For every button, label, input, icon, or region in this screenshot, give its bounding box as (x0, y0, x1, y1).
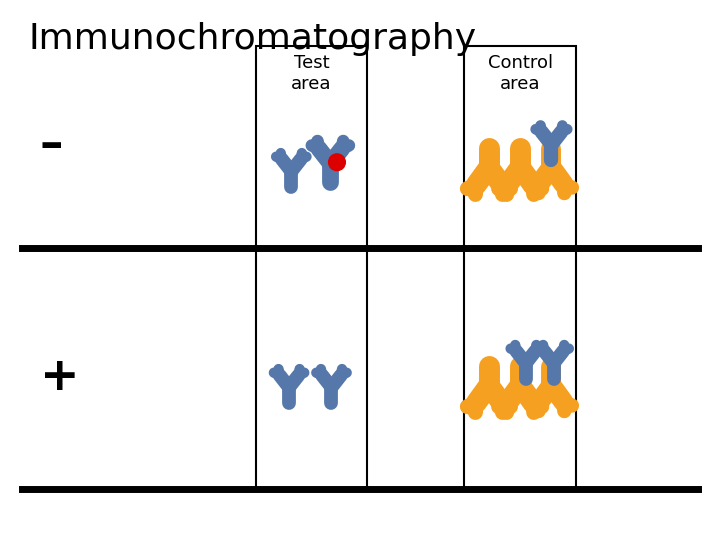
Circle shape (328, 154, 346, 171)
Bar (256, 46, 367, 489)
Text: Immunochromatography: Immunochromatography (29, 22, 477, 56)
Text: –: – (40, 123, 63, 168)
Text: Control
area: Control area (487, 54, 553, 93)
Text: +: + (40, 355, 79, 401)
Bar (464, 46, 576, 489)
Text: Test
area: Test area (291, 54, 332, 93)
